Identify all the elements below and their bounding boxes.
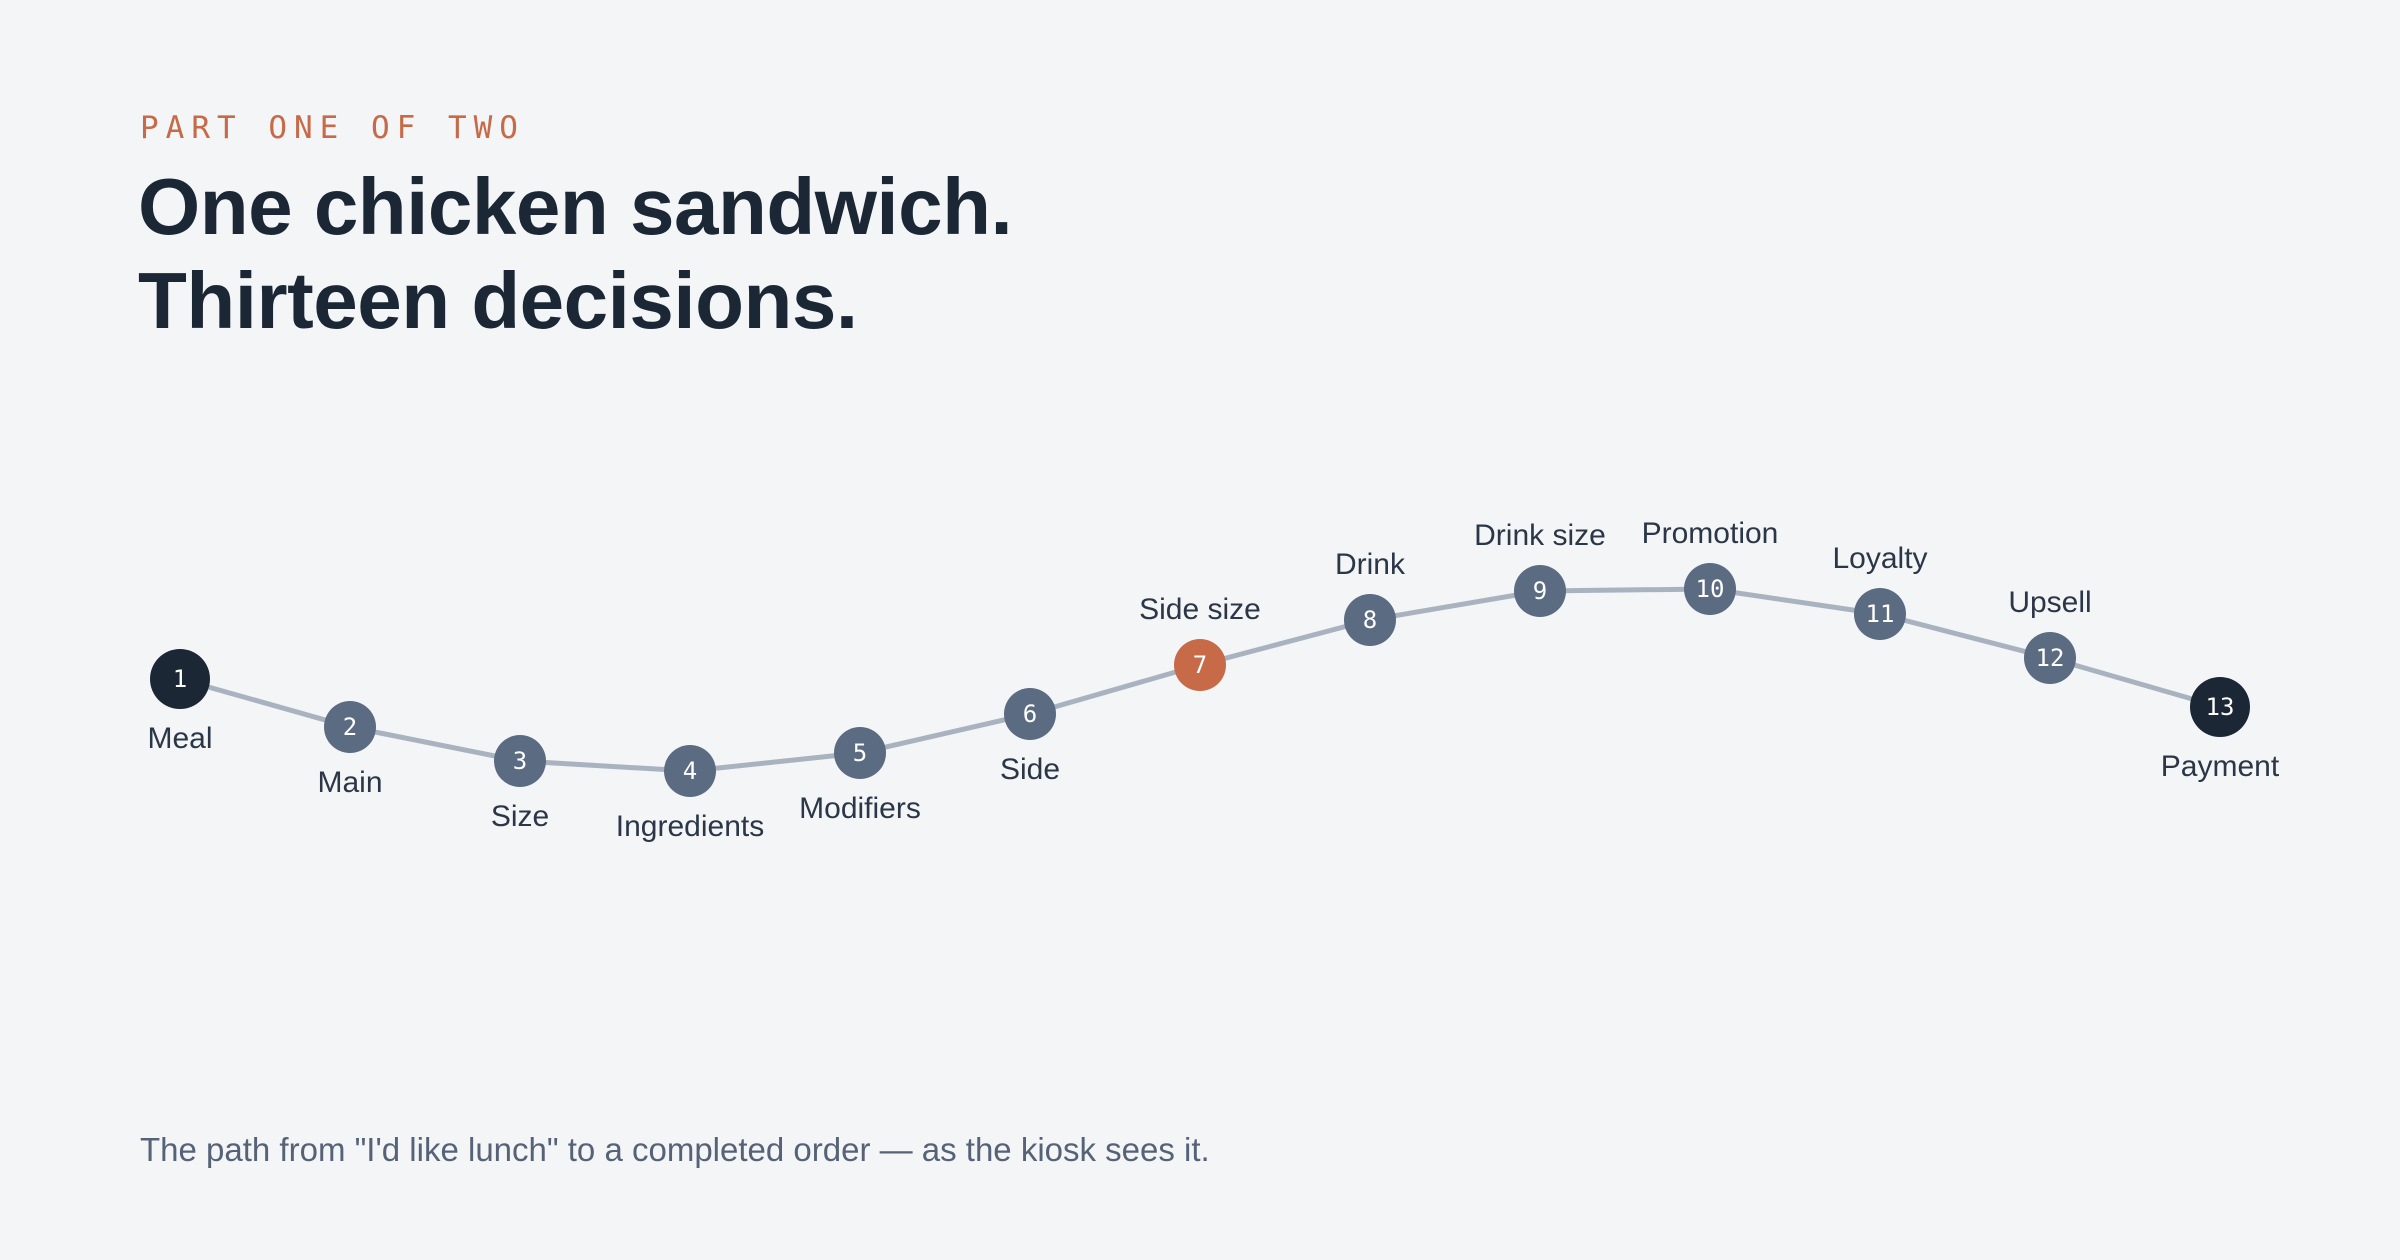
step-node: [2024, 632, 2076, 684]
step-label: Drink size: [1474, 519, 1606, 552]
step-node: [1514, 565, 1566, 617]
step-number: 7: [1193, 651, 1207, 679]
step-number: 6: [1023, 700, 1037, 728]
step-1: 1 Meal: [147, 649, 213, 755]
step-label: Modifiers: [799, 792, 921, 825]
step-node: [664, 745, 716, 797]
step-10: 10 Promotion: [1642, 517, 1779, 615]
step-node: [1344, 594, 1396, 646]
step-7: 7 Side size: [1139, 593, 1261, 691]
step-node: [1854, 588, 1906, 640]
step-number: 2: [343, 713, 357, 741]
step-label: Payment: [2161, 750, 2280, 783]
step-number: 8: [1363, 606, 1377, 634]
step-node: [1004, 688, 1056, 740]
step-label: Promotion: [1642, 517, 1779, 550]
step-node: [1684, 563, 1736, 615]
caption: The path from "I'd like lunch" to a comp…: [140, 1131, 1210, 1168]
step-node: [834, 727, 886, 779]
step-12: 12 Upsell: [2008, 586, 2092, 684]
step-4: 4 Ingredients: [616, 745, 764, 843]
step-node: [2190, 677, 2250, 737]
step-13: 13 Payment: [2161, 677, 2280, 783]
step-label: Meal: [147, 722, 212, 755]
headline-line-2: Thirteen decisions.: [138, 256, 858, 345]
step-node: [324, 701, 376, 753]
step-number: 1: [173, 665, 187, 693]
step-2: 2 Main: [317, 701, 383, 799]
step-6: 6 Side: [1000, 688, 1060, 786]
step-number: 4: [683, 757, 697, 785]
eyebrow-label: PART ONE OF TWO: [140, 110, 525, 146]
step-node: [150, 649, 210, 709]
step-3: 3 Size: [491, 735, 549, 833]
step-number: 3: [513, 747, 527, 775]
step-number: 9: [1533, 577, 1547, 605]
step-number: 5: [853, 739, 867, 767]
step-label: Drink: [1335, 548, 1406, 581]
step-label: Size: [491, 800, 549, 833]
page-title: One chicken sandwich. Thirteen decisions…: [138, 160, 1013, 348]
step-11: 11 Loyalty: [1832, 542, 1928, 640]
step-label: Side: [1000, 753, 1060, 786]
step-label: Main: [317, 766, 382, 799]
step-5: 5 Modifiers: [799, 727, 921, 825]
step-8: 8 Drink: [1335, 548, 1406, 646]
step-label: Ingredients: [616, 810, 764, 843]
step-number: 13: [2206, 693, 2235, 721]
step-node: [494, 735, 546, 787]
step-number: 12: [2036, 644, 2065, 672]
headline-line-1: One chicken sandwich.: [138, 162, 1013, 251]
step-number: 11: [1866, 600, 1895, 628]
step-label: Upsell: [2008, 586, 2091, 619]
step-node: [1174, 639, 1226, 691]
step-label: Loyalty: [1832, 542, 1927, 575]
step-9: 9 Drink size: [1474, 519, 1606, 617]
step-number: 10: [1696, 575, 1725, 603]
step-label: Side size: [1139, 593, 1261, 626]
